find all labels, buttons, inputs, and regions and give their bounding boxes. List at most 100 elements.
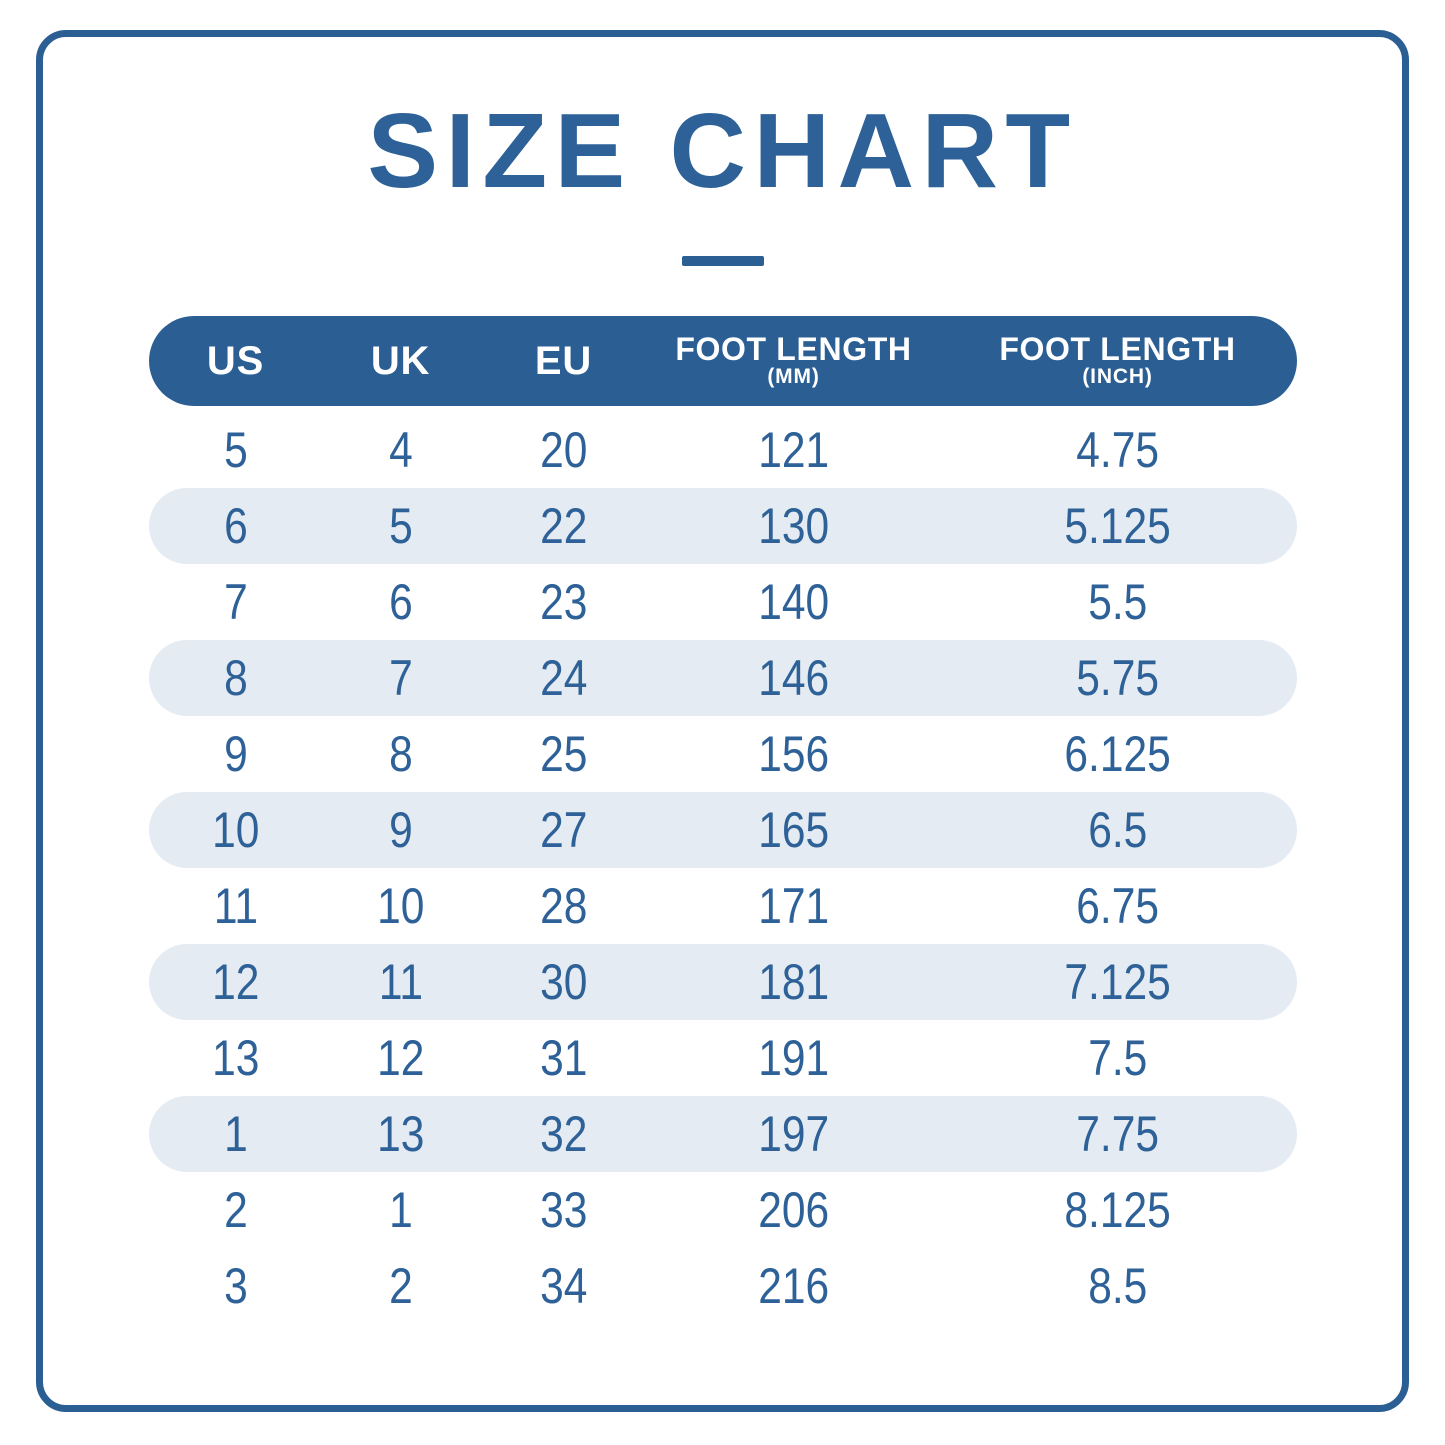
cell-eu: 28 — [479, 877, 649, 935]
cell-foot-length-mm: 206 — [649, 1181, 939, 1239]
cell-eu: 27 — [479, 801, 649, 859]
cell-foot-length-inch: 5.5 — [939, 573, 1297, 631]
cell-us: 3 — [149, 1257, 323, 1315]
cell-foot-length-mm: 121 — [649, 421, 939, 479]
cell-foot-length-inch: 7.125 — [939, 953, 1297, 1011]
cell-foot-length-inch: 6.125 — [939, 725, 1297, 783]
table-row: 2 1 33 206 8.125 — [149, 1172, 1297, 1248]
table-row: 6 5 22 130 5.125 — [148, 488, 1297, 564]
cell-value: 9 — [388, 802, 413, 858]
table-row: 3 2 34 216 8.5 — [149, 1248, 1297, 1324]
cell-value: 20 — [539, 422, 588, 478]
cell-value: 11 — [378, 954, 423, 1010]
table-row: 13 12 31 191 7.5 — [149, 1020, 1297, 1096]
column-header-foot-length-mm: FOOT LENGTH (MM) — [649, 333, 939, 388]
column-header-uk: UK — [323, 339, 479, 384]
cell-uk: 13 — [323, 1105, 479, 1163]
cell-eu: 33 — [479, 1181, 649, 1239]
cell-value: 2 — [223, 1182, 248, 1238]
column-header-label: EU — [534, 338, 593, 383]
cell-value: 31 — [539, 1030, 588, 1086]
cell-value: 130 — [758, 498, 829, 554]
cell-value: 2 — [388, 1258, 413, 1314]
cell-value: 5.75 — [1076, 650, 1159, 706]
cell-uk: 2 — [323, 1257, 479, 1315]
table-row: 10 9 27 165 6.5 — [148, 792, 1297, 868]
cell-value: 165 — [758, 802, 829, 858]
cell-foot-length-inch: 7.75 — [939, 1105, 1297, 1163]
table-body: 5 4 20 121 4.75 6 5 22 130 5.125 7 6 23 … — [148, 412, 1297, 1324]
column-header-label: FOOT LENGTH — [675, 331, 912, 368]
cell-foot-length-inch: 6.75 — [939, 877, 1297, 935]
table-row: 9 8 25 156 6.125 — [149, 716, 1297, 792]
cell-value: 25 — [539, 726, 588, 782]
cell-foot-length-mm: 216 — [649, 1257, 939, 1315]
cell-us: 7 — [149, 573, 323, 631]
cell-value: 3 — [223, 1258, 248, 1314]
cell-value: 8.5 — [1087, 1258, 1148, 1314]
size-table: US UK EU FOOT LENGTH (MM) FOOT LENGTH (I… — [148, 316, 1297, 1324]
cell-value: 12 — [376, 1030, 425, 1086]
table-row: 7 6 23 140 5.5 — [149, 564, 1297, 640]
cell-value: 1 — [223, 1106, 248, 1162]
cell-foot-length-inch: 7.5 — [939, 1029, 1297, 1087]
cell-value: 140 — [758, 574, 829, 630]
cell-value: 8 — [223, 650, 248, 706]
cell-foot-length-inch: 8.5 — [939, 1257, 1297, 1315]
table-row: 12 11 30 181 7.125 — [148, 944, 1297, 1020]
cell-us: 6 — [149, 497, 323, 555]
cell-value: 7 — [223, 574, 248, 630]
cell-us: 10 — [149, 801, 323, 859]
cell-foot-length-inch: 4.75 — [939, 421, 1297, 479]
cell-uk: 12 — [323, 1029, 479, 1087]
cell-foot-length-mm: 156 — [649, 725, 939, 783]
cell-uk: 8 — [323, 725, 479, 783]
cell-value: 10 — [211, 802, 260, 858]
cell-us: 13 — [149, 1029, 323, 1087]
cell-value: 1 — [388, 1182, 413, 1238]
cell-us: 12 — [149, 953, 323, 1011]
cell-uk: 5 — [323, 497, 479, 555]
cell-foot-length-mm: 197 — [649, 1105, 939, 1163]
cell-foot-length-inch: 5.125 — [939, 497, 1297, 555]
cell-value: 197 — [758, 1106, 829, 1162]
cell-value: 6.125 — [1064, 726, 1171, 782]
cell-value: 121 — [758, 422, 829, 478]
cell-eu: 32 — [479, 1105, 649, 1163]
cell-uk: 7 — [323, 649, 479, 707]
cell-us: 5 — [149, 421, 323, 479]
cell-value: 28 — [539, 878, 588, 934]
cell-value: 6.5 — [1087, 802, 1148, 858]
cell-eu: 24 — [479, 649, 649, 707]
column-header-foot-length-inch: FOOT LENGTH (INCH) — [939, 333, 1297, 388]
cell-eu: 34 — [479, 1257, 649, 1315]
cell-value: 206 — [758, 1182, 829, 1238]
cell-eu: 22 — [479, 497, 649, 555]
cell-value: 8.125 — [1064, 1182, 1171, 1238]
cell-value: 5 — [388, 498, 413, 554]
cell-value: 156 — [758, 726, 829, 782]
column-header-label: UK — [370, 338, 431, 383]
cell-value: 9 — [223, 726, 248, 782]
cell-value: 23 — [539, 574, 588, 630]
cell-us: 11 — [149, 877, 323, 935]
cell-us: 1 — [149, 1105, 323, 1163]
table-row: 1 13 32 197 7.75 — [148, 1096, 1297, 1172]
cell-value: 34 — [539, 1258, 588, 1314]
page-title: SIZE CHART — [367, 92, 1078, 210]
cell-foot-length-mm: 191 — [649, 1029, 939, 1087]
column-header-us: US — [149, 339, 323, 384]
cell-value: 12 — [211, 954, 260, 1010]
cell-foot-length-inch: 5.75 — [939, 649, 1297, 707]
table-row: 8 7 24 146 5.75 — [148, 640, 1297, 716]
cell-uk: 1 — [323, 1181, 479, 1239]
cell-value: 11 — [213, 878, 258, 934]
cell-value: 146 — [758, 650, 829, 706]
cell-value: 191 — [758, 1030, 829, 1086]
cell-value: 32 — [539, 1106, 588, 1162]
cell-foot-length-mm: 181 — [649, 953, 939, 1011]
title-underline-dash — [681, 256, 764, 266]
cell-foot-length-mm: 130 — [649, 497, 939, 555]
